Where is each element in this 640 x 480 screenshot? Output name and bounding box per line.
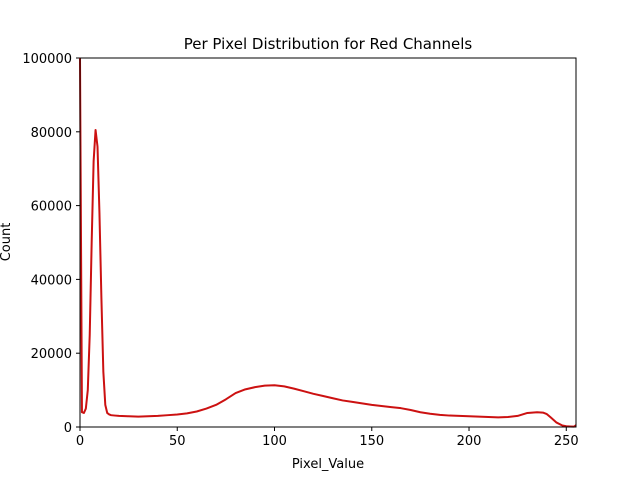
x-axis-ticks: 0 50 100 150 200 250 <box>76 427 579 449</box>
y-tick-label: 20000 <box>31 347 72 362</box>
y-tick-label: 40000 <box>31 273 72 288</box>
series-line <box>79 57 577 428</box>
x-tick-label: 250 <box>554 434 579 449</box>
x-axis-label: Pixel_Value <box>292 457 364 472</box>
y-tick-label: 0 <box>64 421 72 436</box>
y-tick-label: 80000 <box>31 126 72 141</box>
y-axis-ticks: 0 20000 40000 60000 80000 100000 <box>22 52 80 436</box>
x-tick-label: 200 <box>457 434 482 449</box>
y-tick-label: 60000 <box>31 200 72 215</box>
x-tick-label: 0 <box>76 434 84 449</box>
x-tick-label: 100 <box>262 434 287 449</box>
x-tick-label: 50 <box>169 434 186 449</box>
series-layer <box>79 57 577 428</box>
chart-title: Per Pixel Distribution for Red Channels <box>184 35 473 53</box>
x-tick-label: 150 <box>359 434 384 449</box>
axes-frame <box>79 57 577 428</box>
y-axis-label: Count <box>0 223 14 262</box>
y-tick-label: 100000 <box>22 52 72 67</box>
